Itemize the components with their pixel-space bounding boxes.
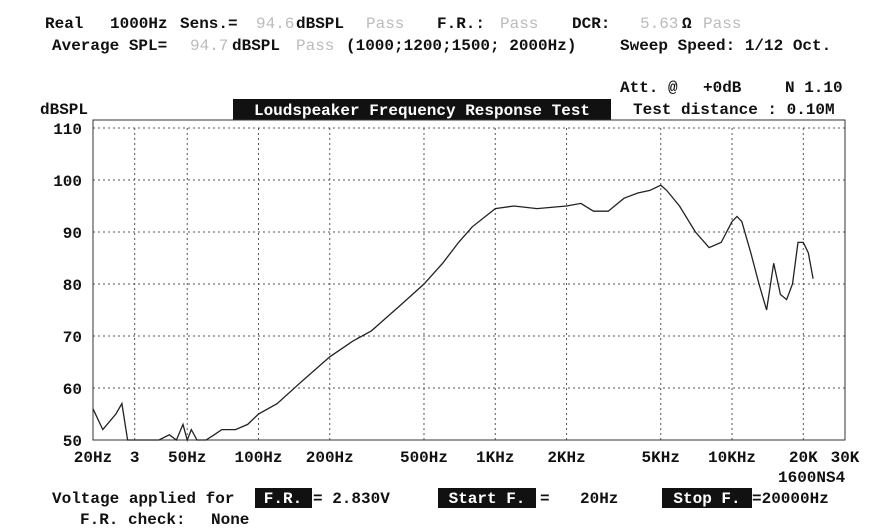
y-tick-label: 110 — [53, 121, 82, 139]
x-tick-label: 50Hz — [168, 449, 206, 467]
x-tick-label: 2KHz — [547, 449, 585, 467]
value: 5.63 — [640, 15, 678, 33]
label: Average SPL= — [52, 37, 167, 55]
y-tick-label: 100 — [53, 173, 82, 191]
label: Att. @ — [620, 79, 678, 97]
status: Pass — [500, 15, 538, 33]
button-box — [662, 488, 752, 508]
label: = — [540, 490, 550, 508]
label: Real — [45, 15, 83, 33]
value: =20000Hz — [752, 490, 829, 508]
header: Real 1000Hz Sens.= 94.6 dBSPL Pass F.R.:… — [40, 15, 843, 120]
value: = 2.830V — [313, 490, 390, 508]
value: 20Hz — [580, 490, 618, 508]
x-tick-label: 1KHz — [476, 449, 514, 467]
label: Test distance : 0.10M — [633, 101, 835, 119]
x-tick-label: 500Hz — [400, 449, 448, 467]
label: DCR: — [572, 15, 610, 33]
x-tick-label: 10KHz — [708, 449, 756, 467]
label: F.R. check: — [80, 511, 186, 529]
label: Sens.= — [180, 15, 238, 33]
button-box — [255, 488, 312, 508]
label: F.R. — [264, 490, 302, 508]
x-tick-label: 3 — [130, 449, 140, 467]
x-tick-label: 100Hz — [234, 449, 282, 467]
label: F.R.: — [437, 15, 485, 33]
y-tick-label: 80 — [63, 277, 82, 295]
x-tick-label: 200Hz — [306, 449, 354, 467]
label: Ω — [682, 15, 692, 33]
x-tick-label: 20Hz — [74, 449, 112, 467]
y-tick-label: 60 — [63, 381, 82, 399]
chart-title: Loudspeaker Frequency Response Test — [254, 102, 590, 120]
value: 94.7 — [190, 37, 228, 55]
label: dBSPL — [232, 37, 280, 55]
x-tick-label: 30K — [831, 449, 860, 467]
label: 1000Hz — [110, 15, 168, 33]
x-tick-label: 20K — [789, 449, 818, 467]
label: dBSPL — [296, 15, 344, 33]
label: Start F. — [449, 490, 526, 508]
value: 94.6 — [256, 15, 294, 33]
status: Pass — [296, 37, 334, 55]
label: Stop F. — [673, 490, 740, 508]
title-box — [233, 99, 611, 120]
response-line — [92, 184, 814, 443]
value: None — [211, 511, 249, 529]
status: Pass — [703, 15, 741, 33]
label: Voltage applied for — [52, 490, 234, 508]
footer: 1600NS4 Voltage applied for F.R. = 2.830… — [52, 469, 846, 529]
label: (1000;1200;1500; 2000Hz) — [346, 37, 576, 55]
x-tick-label: 5KHz — [642, 449, 680, 467]
y-tick-label: 70 — [63, 329, 82, 347]
label: +0dB — [703, 79, 742, 97]
plot-frame — [92, 119, 846, 441]
label: 1600NS4 — [778, 469, 846, 487]
status: Pass — [366, 15, 404, 33]
axis-label: dBSPL — [40, 101, 88, 119]
label: Sweep Speed: 1/12 Oct. — [620, 37, 831, 55]
button-box — [438, 488, 536, 508]
y-tick-label: 50 — [63, 433, 82, 451]
label: N 1.10 — [785, 79, 843, 97]
y-tick-label: 90 — [63, 225, 82, 243]
